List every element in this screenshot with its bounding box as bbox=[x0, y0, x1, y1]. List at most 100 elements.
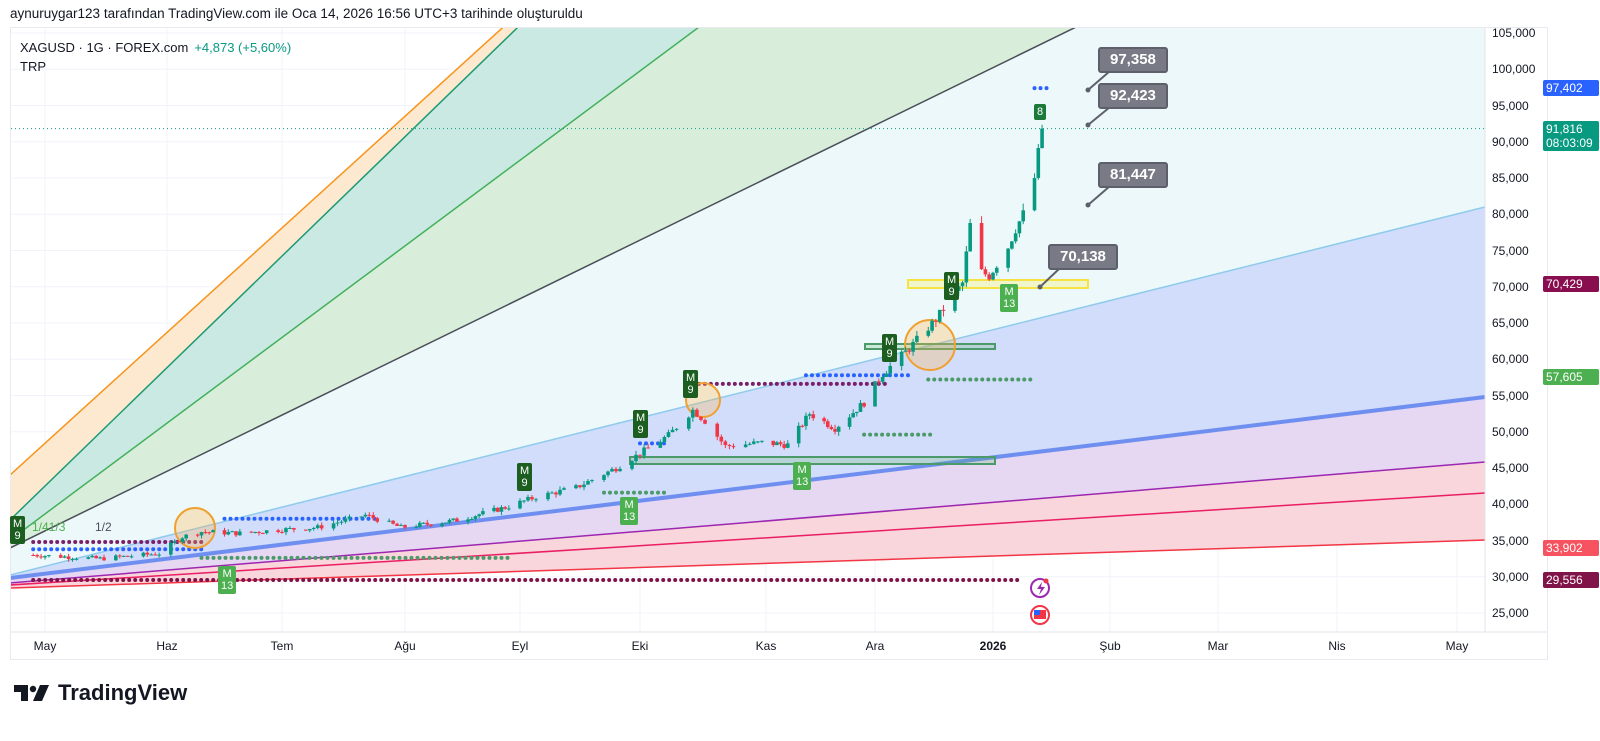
marker-text: 9 bbox=[687, 384, 694, 396]
candle bbox=[35, 555, 39, 557]
gann-fan bbox=[11, 28, 1485, 589]
candle bbox=[811, 414, 816, 419]
candle bbox=[421, 522, 426, 524]
candle bbox=[590, 479, 594, 481]
candle bbox=[335, 522, 340, 524]
price-tick-label: 55,000 bbox=[1492, 388, 1529, 403]
candle bbox=[953, 290, 957, 311]
callout-anchor bbox=[1085, 122, 1091, 128]
candle bbox=[74, 558, 79, 560]
fan-line-purple bbox=[11, 461, 1485, 584]
overlays bbox=[11, 86, 1485, 582]
bar-countdown: 08:03:09 bbox=[1546, 135, 1593, 150]
price-callout[interactable]: 97,358 bbox=[1098, 47, 1168, 73]
price-callout[interactable]: 92,423 bbox=[1098, 83, 1168, 109]
price-callout[interactable]: 81,447 bbox=[1098, 162, 1168, 188]
candle bbox=[578, 485, 582, 488]
fan-line-blue bbox=[11, 395, 1485, 580]
axis-price-label: 33,902 bbox=[1543, 540, 1599, 557]
candle bbox=[666, 432, 671, 438]
time-tick-label: Eki bbox=[631, 639, 649, 653]
time-tick-label: Mar bbox=[1207, 639, 1229, 653]
candle bbox=[614, 468, 618, 472]
candle bbox=[86, 557, 91, 559]
fan-line-orange bbox=[11, 28, 504, 476]
candle bbox=[31, 555, 35, 556]
marker-text: M bbox=[885, 336, 895, 348]
candle bbox=[387, 520, 391, 522]
us-flag-event-icon bbox=[1030, 605, 1050, 625]
marker-text: 9 bbox=[14, 530, 21, 542]
symbol-info[interactable]: XAGUSD · 1G · FOREX.com bbox=[20, 40, 189, 55]
axis-price-label: 70,429 bbox=[1543, 275, 1599, 292]
lightning-glyph bbox=[1037, 582, 1045, 595]
candle bbox=[257, 531, 261, 534]
candle bbox=[562, 488, 566, 490]
candle bbox=[518, 500, 522, 509]
candle bbox=[926, 330, 931, 336]
candle bbox=[331, 523, 336, 529]
chart-frame bbox=[10, 27, 1548, 660]
candle bbox=[646, 447, 650, 449]
candle bbox=[90, 555, 95, 558]
price-tick-label: 70,000 bbox=[1492, 279, 1529, 294]
time-tick-label: Ara bbox=[865, 639, 885, 653]
candle bbox=[276, 530, 280, 533]
indicator-name[interactable]: TRP bbox=[20, 59, 46, 74]
candle bbox=[1040, 128, 1044, 149]
marker-text: 9 bbox=[521, 477, 528, 489]
candle bbox=[723, 441, 728, 446]
candle bbox=[114, 555, 118, 561]
fan-label: 1/2 bbox=[95, 520, 112, 534]
candle bbox=[771, 440, 776, 446]
price-tick-label: 45,000 bbox=[1492, 461, 1529, 475]
marker-text: 9 bbox=[948, 286, 955, 298]
candle bbox=[199, 532, 204, 536]
green-zone-2 bbox=[864, 343, 996, 350]
time-tick-label: Ağu bbox=[394, 639, 416, 653]
candle bbox=[991, 272, 995, 280]
price-value: 97,402 bbox=[1546, 81, 1583, 96]
marker-text: M bbox=[797, 464, 807, 476]
candle bbox=[686, 417, 691, 429]
candle bbox=[822, 418, 826, 422]
price-callout[interactable]: 70,138 bbox=[1048, 244, 1118, 270]
candle bbox=[129, 556, 134, 558]
candle bbox=[911, 341, 915, 352]
fan-band-pink bbox=[11, 462, 1485, 588]
candle bbox=[1010, 241, 1014, 249]
fan-line-teal bbox=[11, 28, 519, 521]
tradingview-logo[interactable]: TradingView bbox=[14, 680, 187, 706]
candle bbox=[602, 475, 606, 480]
time-tick-label: May bbox=[1445, 639, 1469, 653]
price-tick-label: 95,000 bbox=[1492, 98, 1529, 113]
fan-band-green bbox=[11, 28, 1485, 548]
candle bbox=[169, 542, 173, 555]
candle bbox=[440, 523, 444, 526]
candle bbox=[238, 531, 242, 536]
candle bbox=[319, 525, 324, 529]
candle bbox=[522, 500, 526, 502]
yellow-zone bbox=[907, 279, 1089, 289]
candle bbox=[807, 414, 812, 416]
candle bbox=[550, 492, 554, 494]
candle bbox=[786, 443, 790, 448]
time-tick-label: Nis bbox=[1328, 639, 1346, 653]
candle bbox=[606, 471, 610, 476]
candle bbox=[261, 533, 265, 535]
fan-line-dark bbox=[11, 28, 1076, 549]
candle bbox=[503, 507, 507, 509]
candle bbox=[455, 518, 459, 522]
callout-anchor bbox=[1085, 202, 1091, 208]
marker-text: 13 bbox=[221, 580, 234, 592]
candle bbox=[630, 461, 634, 469]
price-tick-label: 85,000 bbox=[1492, 171, 1529, 185]
marker-text: M bbox=[636, 412, 646, 424]
time-tick-label: 2026 bbox=[979, 639, 1007, 653]
candle bbox=[960, 282, 965, 287]
price-tick-label: 35,000 bbox=[1492, 533, 1529, 548]
axis-price-label: 29,556 bbox=[1543, 571, 1599, 588]
